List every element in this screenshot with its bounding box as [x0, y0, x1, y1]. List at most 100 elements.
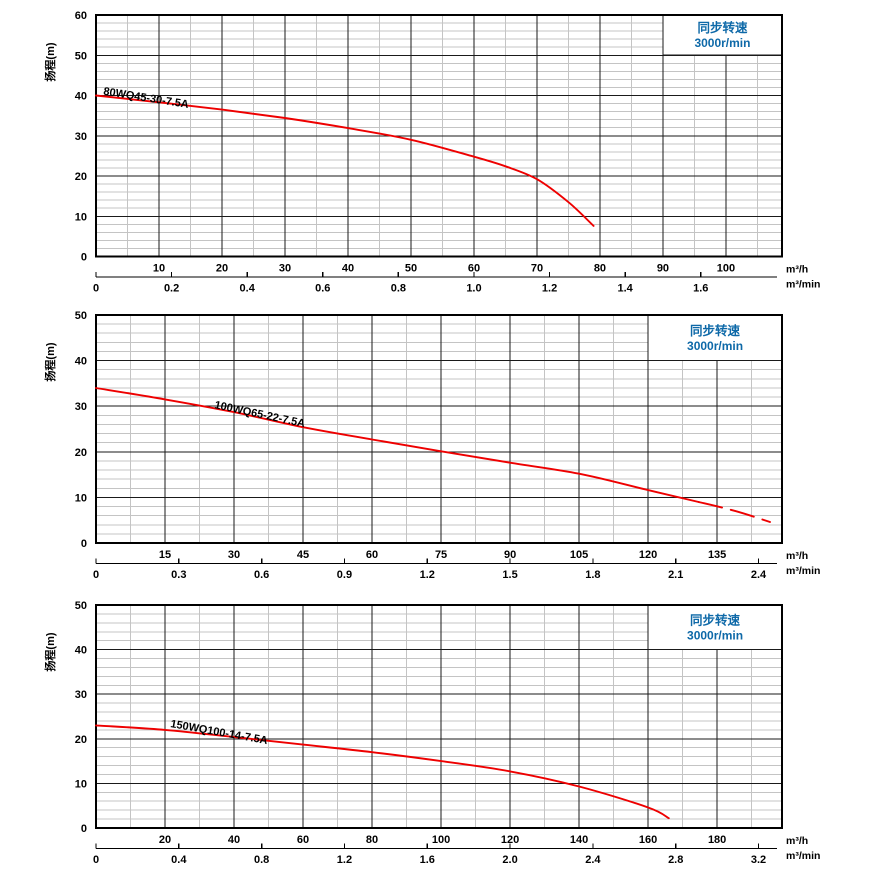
speed-label-rpm: 3000r/min	[687, 628, 743, 642]
x-tick-m3min: 0.6	[254, 569, 269, 581]
y-tick-label: 50	[75, 600, 87, 612]
x-tick-m3h: 135	[708, 549, 726, 561]
plot-border	[95, 314, 783, 544]
y-axis-label: 扬程(m)	[43, 632, 57, 671]
x-tick-m3h: 30	[228, 549, 240, 561]
y-tick-label: 20	[75, 171, 87, 183]
x-tick-m3h: 80	[594, 263, 606, 275]
x-tick-m3h: 15	[159, 549, 171, 561]
x-tick-m3h: 100	[432, 834, 450, 846]
x-tick-m3min: 0.8	[254, 854, 269, 866]
speed-label-rpm: 3000r/min	[687, 339, 743, 353]
curve-model-label: 80WQ45-30-7.5A	[103, 86, 190, 111]
x-tick-m3min: 1.0	[466, 283, 481, 295]
x-tick-m3h: 60	[366, 549, 378, 561]
x-tick-m3min: 0.8	[391, 283, 406, 295]
y-tick-label: 0	[81, 538, 87, 550]
x-tick-m3h: 180	[708, 834, 726, 846]
y-tick-label: 30	[75, 131, 87, 143]
y-tick-label: 30	[75, 689, 87, 701]
x-tick-m3min: 0.9	[337, 569, 352, 581]
pump-curve	[95, 724, 670, 820]
y-tick-label: 40	[75, 356, 87, 368]
pump-curve	[95, 387, 700, 503]
x-unit-m3h: m³/h	[786, 264, 808, 276]
chart-100wq65-22-7-5a: 同步转速 3000r/min 100WQ65-22-7.5A 0 10 20 30 40 50 扬…	[0, 300, 875, 590]
x-tick-m3min: 1.8	[585, 569, 600, 581]
x-tick-m3h: 30	[279, 263, 291, 275]
x-unit-m3min: m³/min	[786, 279, 820, 291]
x-tick-m3min: 0.4	[171, 854, 187, 866]
x-tick-m3h: 120	[639, 549, 657, 561]
x-tick-m3h: 75	[435, 549, 447, 561]
speed-label-cn: 同步转速	[690, 612, 741, 627]
plot-border	[95, 14, 783, 258]
x-tick-m3h: 40	[342, 263, 354, 275]
x-tick-m3min: 1.6	[420, 854, 435, 866]
x-tick-m3h: 10	[153, 263, 165, 275]
x-tick-m3min: 0.3	[171, 569, 186, 581]
chart-80wq45-30-7-5a: 同步转速 3000r/min 80WQ45-30-7.5A 0 10 20 30 40 50 60…	[0, 0, 875, 300]
pump-curve	[95, 94, 595, 227]
x-tick-m3min: 1.6	[693, 283, 708, 295]
x-tick-m3h: 70	[531, 263, 543, 275]
x-tick-m3min: 0.6	[315, 283, 330, 295]
speed-box	[648, 605, 782, 650]
x-tick-m3min: 1.2	[542, 283, 557, 295]
y-tick-label: 0	[81, 823, 87, 835]
x-tick-m3min: 0	[93, 854, 99, 866]
y-tick-label: 20	[75, 447, 87, 459]
x-tick-m3min: 0.4	[240, 283, 256, 295]
y-tick-label: 60	[75, 10, 87, 22]
plot-border	[95, 604, 783, 829]
x-tick-m3h: 50	[405, 263, 417, 275]
y-tick-label: 0	[81, 252, 87, 264]
y-tick-label: 10	[75, 492, 87, 504]
pump-curve	[697, 501, 771, 523]
x-tick-m3min: 2.0	[502, 854, 517, 866]
x-tick-m3min: 1.2	[337, 854, 352, 866]
x-tick-m3min: 0	[93, 569, 99, 581]
y-axis-label: 扬程(m)	[43, 342, 57, 381]
x-tick-m3min: 2.4	[751, 569, 767, 581]
chart-canvas: 同步转速3000r/min150WQ100-14-7.5A01020304050…	[43, 600, 820, 866]
x-tick-m3min: 2.1	[668, 569, 683, 581]
x-tick-m3min: 0	[93, 283, 99, 295]
x-tick-m3min: 2.8	[668, 854, 683, 866]
x-tick-m3h: 90	[657, 263, 669, 275]
x-tick-m3min: 0.2	[164, 283, 179, 295]
speed-box	[648, 315, 782, 361]
x-tick-m3min: 1.2	[420, 569, 435, 581]
y-tick-label: 40	[75, 645, 87, 657]
y-tick-label: 10	[75, 778, 87, 790]
x-tick-m3h: 100	[717, 263, 735, 275]
chart-150wq100-14-7-5a: 同步转速 3000r/min 150WQ100-14-7.5A 0 10 20 30 40 50…	[0, 590, 875, 876]
y-tick-label: 20	[75, 734, 87, 746]
y-tick-label: 10	[75, 211, 87, 223]
x-tick-m3h: 60	[468, 263, 480, 275]
x-tick-m3h: 20	[216, 263, 228, 275]
x-tick-m3h: 20	[159, 834, 171, 846]
x-unit-m3min: m³/min	[786, 850, 820, 862]
speed-label-rpm: 3000r/min	[694, 36, 750, 50]
x-tick-m3min: 1.4	[617, 283, 633, 295]
x-tick-m3min: 1.5	[502, 569, 517, 581]
x-tick-m3h: 40	[228, 834, 240, 846]
x-tick-m3h: 90	[504, 549, 516, 561]
x-tick-m3h: 105	[570, 549, 588, 561]
x-tick-m3h: 160	[639, 834, 657, 846]
speed-label-cn: 同步转速	[690, 323, 741, 338]
curve-model-label: 100WQ65-22-7.5A	[213, 399, 306, 430]
x-tick-m3h: 45	[297, 549, 309, 561]
y-tick-label: 30	[75, 401, 87, 413]
x-tick-m3min: 3.2	[751, 854, 766, 866]
x-unit-m3h: m³/h	[786, 835, 808, 847]
x-unit-m3h: m³/h	[786, 550, 808, 562]
x-tick-m3min: 2.4	[585, 854, 601, 866]
speed-box	[662, 15, 782, 56]
y-axis-label: 扬程(m)	[43, 42, 57, 81]
x-tick-m3h: 140	[570, 834, 588, 846]
